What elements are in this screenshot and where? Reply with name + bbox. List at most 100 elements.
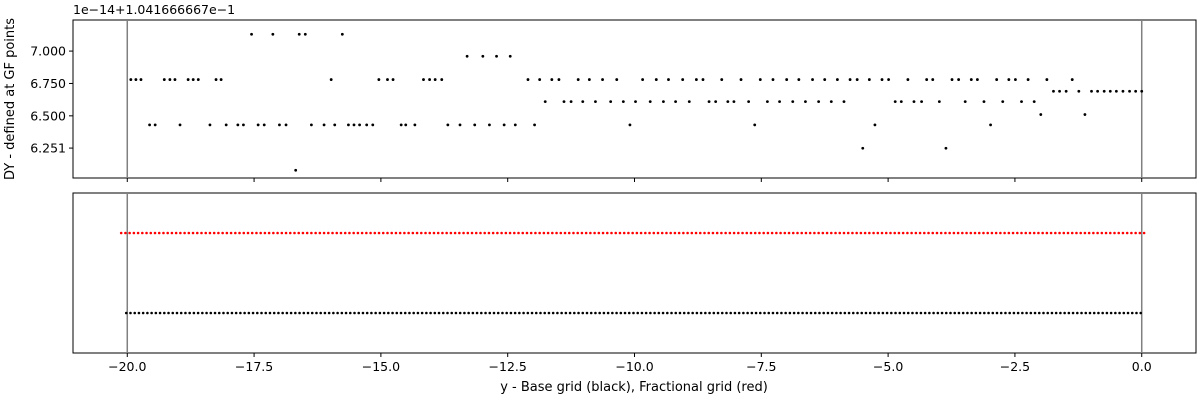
data-point: [778, 100, 781, 103]
data-point: [893, 100, 897, 103]
fractional-grid-point: [741, 231, 744, 235]
fractional-grid-point: [297, 231, 301, 235]
fractional-grid-point: [403, 231, 406, 235]
fractional-grid-point: [787, 231, 791, 235]
fractional-grid-point: [183, 231, 186, 235]
base-grid-point: [530, 311, 534, 315]
base-grid-point: [784, 311, 787, 315]
data-point: [208, 123, 212, 127]
data-point: [1064, 89, 1068, 93]
fractional-grid-point: [352, 231, 355, 235]
base-grid-point: [581, 311, 585, 315]
base-grid-point: [632, 311, 635, 315]
fractional-grid-point: [948, 231, 951, 235]
base-grid-point: [665, 311, 669, 315]
fractional-grid-point: [614, 231, 618, 235]
data-point: [581, 100, 585, 103]
fractional-grid-point: [449, 231, 453, 235]
base-grid-point: [1105, 311, 1109, 315]
fractional-grid-point: [639, 231, 643, 235]
fractional-grid-point: [221, 231, 224, 235]
fractional-grid-point: [170, 231, 174, 235]
base-grid-point: [957, 311, 961, 315]
base-grid-point: [158, 311, 162, 315]
data-point: [707, 100, 711, 103]
fractional-grid-point: [204, 231, 208, 235]
fractional-grid-point: [318, 231, 322, 235]
base-grid-point: [877, 311, 880, 315]
base-grid-point: [695, 311, 699, 315]
base-grid-point: [315, 311, 318, 315]
data-point: [667, 78, 670, 81]
base-grid-point: [1016, 311, 1020, 315]
data-point: [440, 78, 444, 81]
fractional-grid-point: [859, 231, 863, 235]
x-tick-label: −5.0: [873, 359, 903, 374]
fractional-grid-point: [830, 231, 833, 235]
data-point: [873, 123, 877, 127]
fractional-grid-point: [555, 231, 558, 235]
base-grid-point: [1139, 311, 1143, 315]
data-point: [377, 78, 381, 81]
data-point: [621, 100, 625, 103]
base-grid-point: [991, 311, 995, 315]
data-point: [562, 100, 566, 103]
data-point: [224, 123, 228, 127]
data-point: [829, 100, 833, 103]
fractional-grid-point: [906, 231, 909, 235]
base-grid-point: [716, 311, 720, 315]
fractional-grid-point: [1028, 231, 1032, 235]
fractional-grid-point: [618, 231, 622, 235]
base-grid-point: [184, 311, 187, 315]
base-grid-point: [1059, 311, 1062, 315]
fractional-grid-point: [335, 231, 339, 235]
base-grid-point: [260, 311, 263, 315]
data-point: [880, 78, 884, 81]
data-point: [513, 123, 517, 127]
fractional-grid-point: [601, 231, 605, 235]
data-point: [855, 78, 859, 81]
base-grid-point: [539, 311, 542, 315]
base-grid-point: [699, 311, 703, 315]
fractional-grid-point: [745, 231, 749, 235]
base-grid-point: [704, 311, 707, 315]
data-point: [413, 123, 417, 127]
base-grid-point: [150, 311, 153, 315]
base-grid-point: [1025, 311, 1028, 315]
fractional-grid-point: [1037, 231, 1040, 235]
fractional-grid-point: [386, 231, 389, 235]
data-point: [842, 100, 846, 103]
base-grid-point: [319, 311, 322, 315]
base-grid-point: [619, 311, 623, 315]
base-grid-point: [522, 311, 525, 315]
data-point: [162, 78, 166, 81]
x-tick-label: −17.5: [235, 359, 273, 374]
base-grid-point: [255, 311, 259, 315]
data-point: [899, 100, 903, 103]
base-grid-point: [268, 311, 272, 315]
base-grid-point: [758, 311, 762, 315]
base-grid-point: [513, 311, 517, 315]
fractional-grid-point: [496, 231, 499, 235]
base-grid-point: [399, 311, 403, 315]
base-grid-point: [919, 311, 923, 315]
fractional-grid-point: [381, 231, 385, 235]
base-grid-point: [471, 311, 475, 315]
fractional-grid-point: [1134, 231, 1137, 235]
base-grid-point: [463, 311, 466, 315]
base-grid-point: [209, 311, 213, 315]
base-grid-point: [323, 311, 327, 315]
data-point: [557, 78, 561, 81]
base-grid-point: [501, 311, 504, 315]
fractional-grid-point: [990, 231, 994, 235]
base-grid-point: [1076, 311, 1079, 315]
data-point: [191, 78, 195, 81]
y-tick-label: 6.750: [30, 76, 66, 91]
offset-label: 1e−14+1.041666667e−1: [73, 2, 235, 17]
base-grid-point: [285, 311, 289, 315]
fractional-grid-point: [698, 231, 702, 235]
base-grid-point: [179, 311, 183, 315]
base-grid-point: [961, 311, 965, 315]
fractional-grid-point: [686, 231, 689, 235]
fractional-grid-point: [314, 231, 317, 235]
